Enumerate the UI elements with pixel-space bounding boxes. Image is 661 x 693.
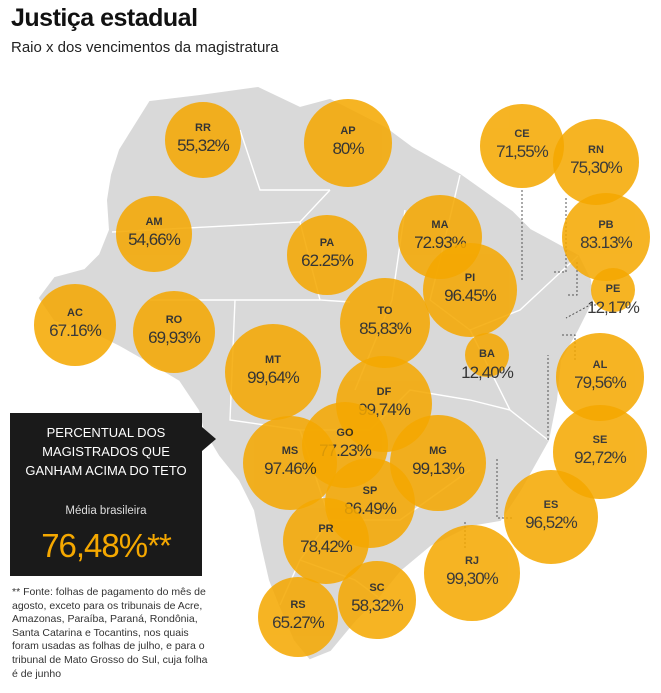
bubble-state-label: SE — [592, 434, 608, 447]
bubble-pr: PR 78,42% — [282, 497, 370, 585]
bubble-value-label: 99,30% — [446, 569, 499, 589]
bubble-state-label: BA — [479, 348, 495, 361]
bubble-ms: MS 97.46% — [242, 415, 338, 511]
bubble-state-label: RS — [290, 599, 306, 612]
bubble-value-label: 55,32% — [177, 136, 230, 156]
bubble-state-label: PE — [605, 283, 621, 296]
bubble-value-label: 99,64% — [247, 368, 300, 388]
bubble-state-label: MG — [429, 445, 447, 458]
bubble-rr: RR 55,32% — [165, 102, 241, 178]
bubble-state-label: RJ — [464, 555, 480, 568]
bubble-rs: RS 65.27% — [257, 576, 339, 658]
bubble-value-label: 83.13% — [580, 233, 633, 253]
bubble-state-label: PI — [464, 272, 476, 285]
bubble-am: AM 54,66% — [116, 196, 192, 272]
bubble-state-label: MT — [265, 354, 281, 367]
bubble-value-label: 54,66% — [128, 230, 181, 250]
chart-title: Justiça estadual — [11, 4, 198, 32]
bubble-state-label: TO — [377, 305, 393, 318]
bubble-value-label: 75,30% — [570, 158, 623, 178]
bubble-mg: MG 99,13% — [390, 415, 486, 511]
bubble-es: ES 96,52% — [503, 469, 599, 565]
bubble-sc: SC 58,32% — [338, 561, 416, 639]
bubble-value-label: 62.25% — [301, 251, 354, 271]
bubble-value-label: 79,56% — [574, 373, 627, 393]
bubble-value-label: 92,72% — [574, 448, 627, 468]
bubble-state-label: PA — [319, 237, 335, 250]
bubble-ro: RO 69,93% — [132, 290, 216, 374]
bubble-value-label: 12,17% — [587, 297, 640, 317]
bubble-ac: AC 67.16% — [34, 284, 116, 366]
footnote: ** Fonte: folhas de pagamento do mês de … — [12, 586, 208, 680]
bubble-value-label: 96,52% — [525, 513, 578, 533]
average-label: Média brasileira — [65, 505, 147, 517]
bubble-state-label: RO — [165, 314, 183, 327]
bubble-state-label: ES — [543, 499, 559, 512]
bubble-value-label: 67.16% — [49, 321, 102, 341]
bubble-state-label: RN — [588, 144, 604, 157]
bubble-ba: BA 12,40% — [461, 332, 514, 382]
bubble-pa: PA 62.25% — [287, 215, 367, 295]
bubble-value-label: 99,13% — [412, 459, 465, 479]
chart-subtitle: Raio x dos vencimentos da magistratura — [11, 39, 279, 56]
bubble-state-label: AC — [67, 307, 83, 320]
bubble-state-label: DF — [376, 386, 392, 399]
bubble-state-label: MA — [431, 219, 449, 232]
bubble-pb: PB 83.13% — [561, 192, 651, 282]
bubble-state-label: RR — [195, 122, 211, 135]
bubble-rj: RJ 99,30% — [424, 525, 520, 621]
average-heading: PERCENTUAL DOS MAGISTRADOS QUE GANHAM AC… — [25, 425, 187, 478]
bubble-value-label: 85,83% — [359, 319, 412, 339]
bubble-value-label: 96.45% — [444, 286, 497, 306]
bubble-to: TO 85,83% — [339, 277, 431, 369]
bubble-state-label: CE — [514, 128, 530, 141]
bubble-state-label: MS — [281, 445, 299, 458]
bubble-state-label: GO — [336, 427, 354, 440]
bubble-state-label: PR — [318, 523, 334, 536]
bubble-value-label: 69,93% — [148, 328, 201, 348]
bubble-mt: MT 99,64% — [225, 324, 321, 420]
bubble-pe: PE 12,17% — [587, 268, 640, 317]
bubble-state-label: AM — [145, 216, 163, 229]
bubble-value-label: 80% — [332, 139, 364, 159]
bubble-state-label: AP — [340, 125, 356, 138]
average-value: 76,48%** — [41, 527, 172, 564]
bubble-state-label: SP — [362, 485, 378, 498]
bubble-state-label: PB — [598, 219, 614, 232]
bubble-state-label: AL — [592, 359, 608, 372]
bubble-value-label: 97.46% — [264, 459, 317, 479]
bubble-ap: AP 80% — [304, 99, 392, 187]
bubble-rn: RN 75,30% — [553, 119, 639, 205]
bubble-pi: PI 96.45% — [422, 242, 518, 338]
bubble-value-label: 65.27% — [272, 613, 325, 633]
bubble-value-label: 71,55% — [496, 142, 549, 162]
average-box: PERCENTUAL DOS MAGISTRADOS QUE GANHAM AC… — [10, 413, 216, 576]
bubble-value-label: 12,40% — [461, 362, 514, 382]
bubble-value-label: 78,42% — [300, 537, 353, 557]
bubble-ce: CE 71,55% — [480, 104, 564, 188]
bubble-al: AL 79,56% — [556, 333, 644, 421]
bubble-value-label: 58,32% — [351, 596, 404, 616]
bubble-state-label: SC — [369, 582, 385, 595]
